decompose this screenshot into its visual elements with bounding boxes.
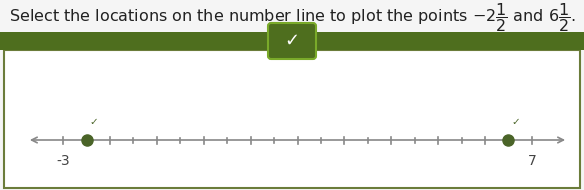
Text: ✓: ✓ <box>511 117 520 127</box>
Text: -3: -3 <box>56 154 70 168</box>
Bar <box>4 50 580 188</box>
Text: ✓: ✓ <box>89 117 98 127</box>
FancyBboxPatch shape <box>268 23 316 59</box>
Text: Select the locations on the number line to plot the points $-2\dfrac{1}{2}$ and : Select the locations on the number line … <box>9 2 575 35</box>
Text: 7: 7 <box>527 154 536 168</box>
Bar <box>0 32 584 50</box>
Text: ✓: ✓ <box>284 32 300 50</box>
